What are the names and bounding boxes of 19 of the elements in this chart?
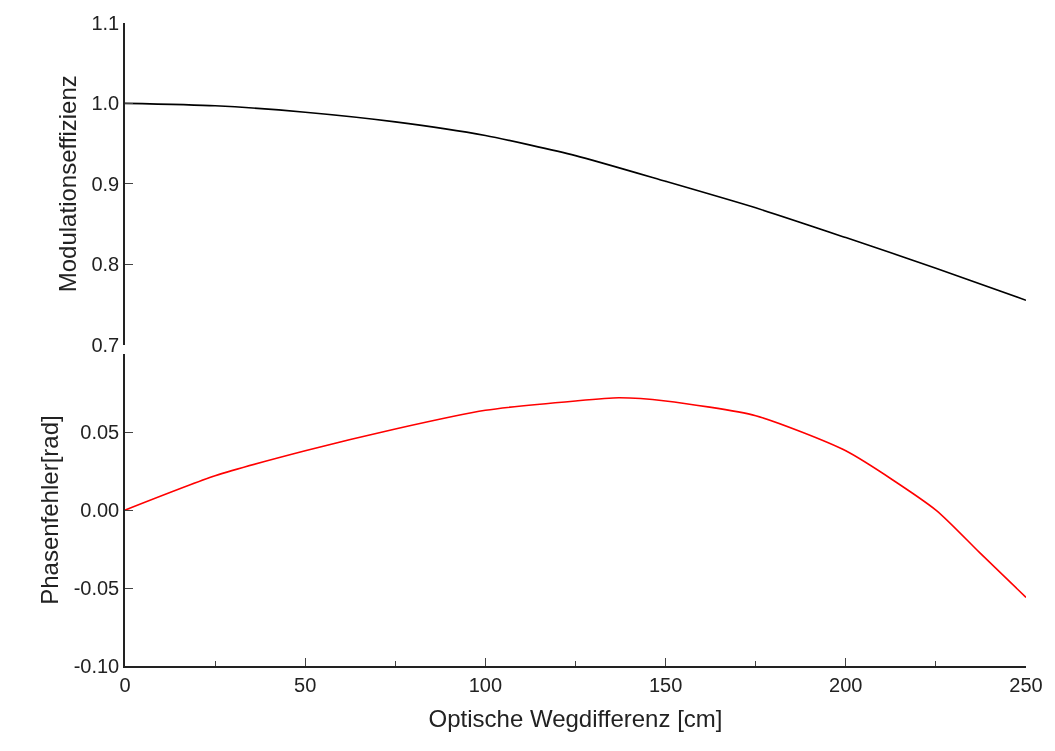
y-tick-label: 1.1 — [91, 12, 120, 34]
x-tick-label: 200 — [829, 673, 863, 696]
x-tick-label: 0 — [119, 673, 131, 696]
y-tick-label: 1.0 — [91, 92, 120, 115]
y-tick-label: 0.00 — [80, 499, 120, 522]
y-axis-title: Phasenfehler[rad] — [36, 415, 64, 605]
y-axis-title: Modulationseffizienz — [54, 75, 82, 293]
x-tick-label: 100 — [468, 673, 503, 696]
x-tick-label: 250 — [1009, 673, 1043, 696]
y-tick-label: 0.7 — [91, 333, 120, 356]
x-tick-label: 50 — [294, 673, 317, 696]
y-tick-label: -0.10 — [73, 655, 120, 678]
y-tick-label: 0.9 — [91, 172, 120, 195]
line-series — [125, 397, 1026, 599]
x-axis-title: Optische Wegdifferenz [cm] — [428, 704, 723, 732]
y-tick-label: -0.05 — [73, 577, 120, 600]
x-tick-label: 150 — [648, 673, 683, 696]
y-tick-label: 0.8 — [91, 253, 120, 276]
y-tick-label: 0.05 — [80, 421, 120, 444]
